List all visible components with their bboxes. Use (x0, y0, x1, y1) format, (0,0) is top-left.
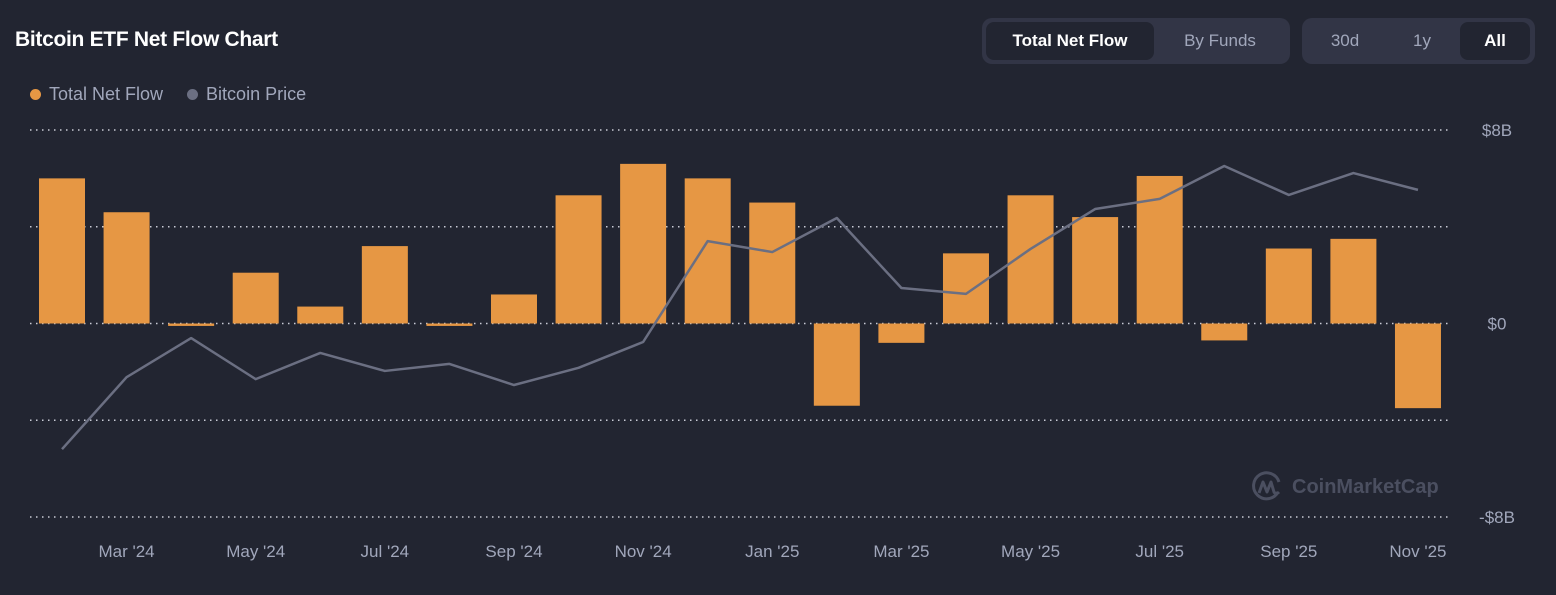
bar-jul--24 (361, 246, 408, 324)
bar-sep--25 (1265, 248, 1312, 324)
bar-nov--25 (1394, 323, 1441, 409)
range-30d[interactable]: 30d (1330, 31, 1360, 50)
range-1y[interactable]: 1y (1413, 31, 1431, 50)
x-tick-label: Jan '25 (745, 542, 799, 561)
bar-oct--24 (555, 195, 602, 324)
legend-label: Total Net Flow (49, 84, 164, 104)
range-all[interactable]: All (1460, 22, 1530, 60)
range-toggle: 30d 1y All (1302, 18, 1535, 64)
bitcoin-price-swatch (187, 89, 199, 100)
x-tick-label: Jul '24 (361, 542, 410, 561)
bar-feb--24 (39, 178, 85, 324)
coinmarketcap-watermark: CoinMarketCap (1250, 470, 1439, 504)
tab-by-funds[interactable]: By Funds (1184, 31, 1256, 50)
net-flow-swatch (30, 89, 41, 100)
legend-item-net-flow[interactable]: Total Net Flow (30, 84, 163, 105)
x-tick-label: Mar '25 (873, 542, 929, 561)
x-tick-label: Nov '25 (1389, 542, 1446, 561)
bar-may--24 (232, 272, 279, 324)
y-tick-label: -$8B (1479, 508, 1515, 527)
bar-jun--25 (1072, 217, 1119, 324)
bar-dec--24 (684, 178, 731, 324)
bar-jan--25 (749, 202, 796, 324)
x-tick-label: Sep '24 (485, 542, 542, 561)
legend-label: Bitcoin Price (206, 84, 307, 104)
bar-aug--24 (426, 323, 473, 326)
bar-apr--25 (942, 253, 989, 324)
bar-oct--25 (1330, 238, 1377, 324)
bar-apr--24 (168, 323, 215, 326)
bitcoin-price-line (61, 164, 1419, 450)
x-tick-label: Nov '24 (615, 542, 672, 561)
legend: Total Net Flow Bitcoin Price (30, 84, 306, 105)
x-tick-label: May '24 (226, 542, 285, 561)
y-tick-label: $0 (1488, 315, 1507, 334)
bar-jun--24 (297, 306, 344, 324)
watermark-text: CoinMarketCap (1292, 475, 1439, 498)
x-tick-label: Mar '24 (98, 542, 154, 561)
coinmarketcap-logo-icon (1252, 471, 1281, 501)
x-tick-label: Jul '25 (1135, 542, 1184, 561)
x-tick-label: Sep '25 (1260, 542, 1317, 561)
view-toggle: Total Net Flow By Funds (982, 18, 1290, 64)
tab-total-net-flow[interactable]: Total Net Flow (986, 22, 1154, 60)
bar-nov--24 (620, 163, 667, 324)
bar-mar--24 (103, 212, 150, 324)
legend-item-bitcoin-price[interactable]: Bitcoin Price (187, 84, 306, 105)
page-title: Bitcoin ETF Net Flow Chart (15, 28, 278, 51)
x-tick-label: May '25 (1001, 542, 1060, 561)
bar-mar--25 (878, 323, 925, 343)
bar-feb--25 (813, 323, 860, 406)
bar-sep--24 (490, 294, 537, 324)
bar-aug--25 (1201, 323, 1248, 341)
y-tick-label: $8B (1482, 121, 1512, 140)
